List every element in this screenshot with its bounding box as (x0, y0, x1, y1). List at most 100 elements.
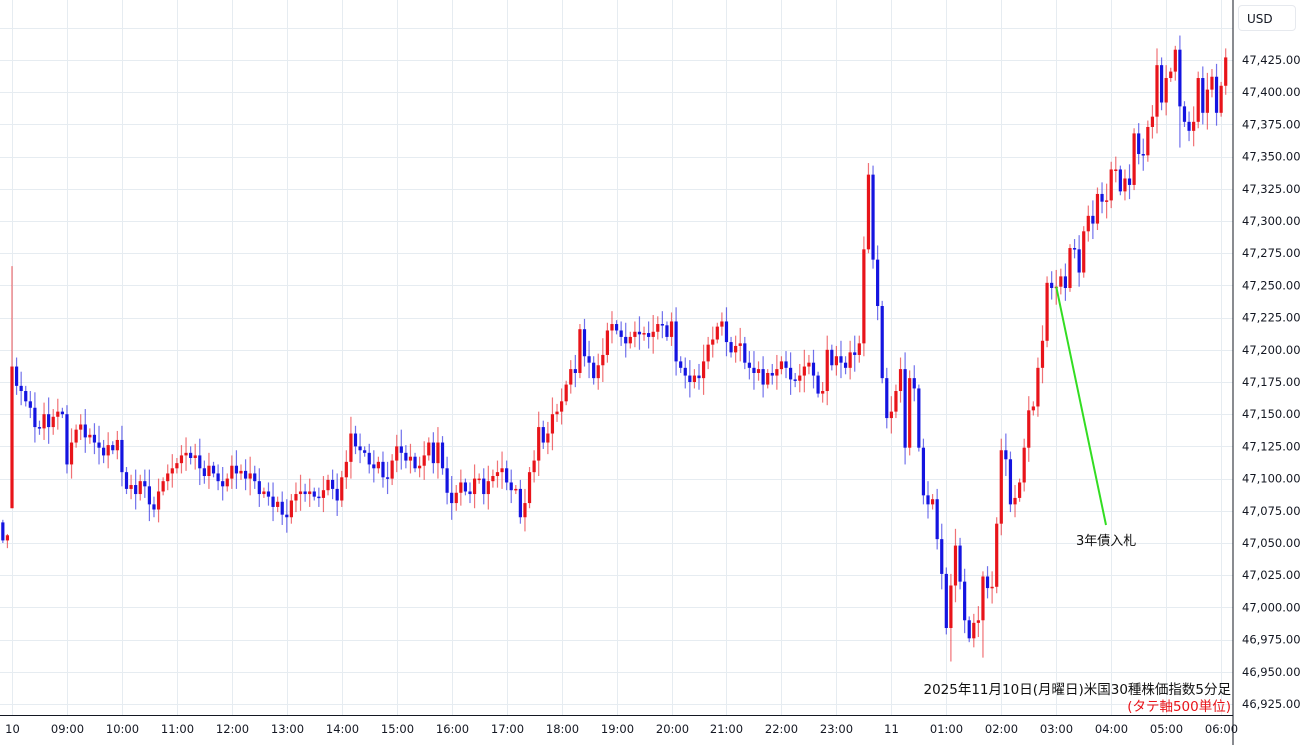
candle-body (1100, 193, 1104, 202)
candle-down (839, 340, 843, 379)
candle-body (56, 411, 60, 417)
candle-up (527, 467, 532, 509)
candle-body (930, 499, 935, 505)
candle-up (775, 354, 779, 390)
candle-up (866, 163, 871, 254)
candle-body (816, 375, 820, 394)
candle-down (234, 450, 239, 489)
candle-up (51, 409, 55, 435)
candle-body (770, 372, 774, 376)
candle-body (225, 478, 229, 487)
candle-up (862, 236, 866, 357)
candle-up (1036, 357, 1040, 417)
candle-body (495, 472, 500, 477)
currency-button[interactable]: USD (1238, 5, 1296, 31)
candle-body (331, 479, 335, 489)
candle-body (1210, 76, 1214, 90)
candle-down (266, 482, 271, 506)
y-tick-label: 47,275.00 (1242, 246, 1300, 260)
x-tick-label: 22:00 (765, 722, 798, 736)
candle-body (1013, 497, 1017, 505)
candle-up (79, 414, 83, 440)
candles (1, 35, 1228, 662)
candle-down (876, 245, 880, 321)
candle-up (569, 360, 573, 394)
candle-down (683, 357, 687, 389)
y-tick-label: 46,925.00 (1242, 697, 1300, 711)
candle-up (486, 465, 490, 510)
candle-down (944, 567, 948, 635)
candle-body (908, 378, 912, 448)
candle-down (582, 318, 587, 367)
candle-down (724, 307, 729, 357)
candle-down (65, 405, 69, 474)
candle-body (761, 369, 765, 385)
candle-body (482, 478, 486, 495)
candle-up (1086, 205, 1090, 242)
candle-down (509, 469, 513, 504)
candle-body (500, 468, 504, 473)
candle-down (243, 459, 248, 491)
candle-down (431, 432, 435, 474)
candle-body (706, 344, 710, 362)
candle-body (738, 343, 742, 346)
candle-body (1082, 231, 1086, 273)
candle-body (537, 427, 541, 461)
candle-body (1091, 215, 1095, 224)
x-tick-label: 19:00 (601, 722, 634, 736)
candle-down (958, 537, 962, 590)
annotation-label: 3年債入札 (1076, 534, 1137, 549)
candle-up (491, 469, 495, 488)
candle-body (134, 485, 138, 495)
candle-down (793, 372, 797, 388)
price-axis[interactable]: 47,425.00 47,400.00 47,375.00 47,350.00 47,3… (1242, 53, 1300, 711)
candle-body (33, 407, 37, 428)
candle-down (385, 461, 390, 495)
candle-up (706, 336, 710, 370)
candle-up (514, 485, 518, 495)
candle-up (88, 428, 92, 444)
candle-body (637, 331, 642, 335)
candle-down (926, 481, 930, 519)
candle-down (1063, 263, 1067, 301)
candle-body (106, 445, 110, 456)
candle-body (509, 482, 513, 491)
candle-body (889, 411, 893, 419)
chart-subtitle: (タテ軸500単位) (1127, 699, 1231, 715)
candle-up (610, 311, 614, 344)
candle-body (775, 369, 779, 376)
candle-down (111, 441, 115, 455)
candle-body (679, 361, 683, 368)
candle-down (963, 568, 967, 634)
candle-down (83, 409, 87, 453)
candle-down (789, 352, 793, 395)
candle-body (665, 325, 669, 337)
candle-body (10, 366, 14, 509)
candle-body (486, 481, 490, 495)
candle-body (97, 442, 101, 448)
candle-down (463, 478, 468, 496)
candle-down (921, 438, 926, 505)
candle-body (211, 465, 216, 474)
time-axis[interactable]: 10 09:00 10:00 11:00 12:00 13:00 14:00 15:00 16:… (5, 722, 1238, 736)
candle-body (1063, 276, 1067, 288)
candle-body (28, 401, 32, 408)
candle-up (550, 397, 555, 451)
time-axis-bg (0, 715, 1233, 745)
candle-up (738, 327, 742, 362)
candle-up (532, 450, 536, 483)
candle-up (1045, 276, 1049, 348)
x-tick-label: 20:00 (656, 722, 689, 736)
candle-down (450, 476, 454, 520)
candle-down (60, 407, 64, 419)
candle-up (166, 464, 170, 491)
candle-body (14, 366, 19, 386)
candle-body (898, 369, 903, 392)
candle-body (1214, 76, 1219, 113)
x-tick-label: 10:00 (106, 722, 139, 736)
grid (0, 0, 1233, 715)
candle-body (1155, 65, 1159, 117)
candle-down (14, 357, 19, 395)
candle-body (793, 379, 797, 381)
